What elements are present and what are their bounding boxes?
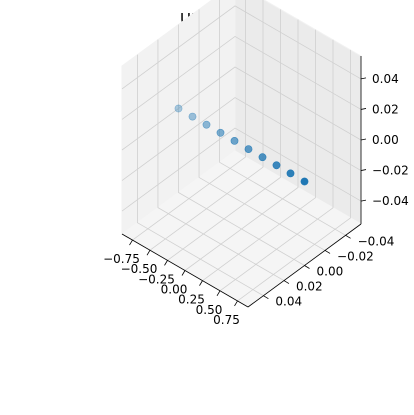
z-gridline — [121, 66, 362, 151]
y-tick-label: −0.04 — [358, 234, 395, 248]
x-tick-label: 0.00 — [161, 283, 188, 297]
z-gridline — [121, 5, 362, 90]
y-tick — [304, 265, 310, 269]
data-point — [174, 104, 183, 113]
z-tick-label: 0.04 — [372, 72, 399, 86]
x-tick-label: 0.75 — [213, 313, 240, 327]
y-tick — [283, 280, 290, 284]
y-tick-label: 0.02 — [296, 280, 323, 294]
y-tick — [345, 234, 351, 239]
y-gridline — [219, 0, 346, 236]
x-tick-label: −0.75 — [103, 252, 140, 266]
gridlines — [121, 0, 362, 302]
x-tick — [146, 250, 151, 256]
x-gridline — [184, 19, 299, 271]
z-tick — [360, 169, 367, 171]
x-tick — [129, 239, 133, 246]
data-point — [300, 177, 309, 186]
data-point — [188, 112, 197, 121]
x-tick-label: −0.25 — [138, 272, 175, 286]
data-point — [202, 120, 211, 129]
z-tick-label: 0.02 — [372, 102, 399, 116]
data-point — [216, 128, 225, 137]
z-gridline — [121, 35, 362, 120]
x-gridline — [149, 0, 264, 251]
y-gridline — [137, 54, 264, 297]
z-tick-label: −0.04 — [372, 194, 409, 208]
data-point — [286, 169, 295, 178]
z-tick — [360, 77, 367, 80]
x-gridline — [202, 29, 316, 281]
x-gridline — [237, 49, 351, 302]
y-tick-label: 0.00 — [317, 265, 344, 279]
x-tick — [234, 300, 238, 307]
tick-marks — [129, 77, 367, 307]
y-gridline — [198, 9, 326, 251]
y-tick-label: −0.02 — [337, 249, 374, 263]
z-tick — [360, 108, 367, 110]
x-tick — [164, 260, 168, 266]
z-tick-label: −0.02 — [372, 164, 409, 178]
y-tick — [263, 295, 269, 300]
y-gridline — [178, 24, 305, 266]
data-point — [230, 136, 239, 145]
z-gridline — [121, 97, 362, 181]
x-gridline — [132, 0, 246, 241]
x-tick — [181, 270, 186, 276]
y-tick-label: 0.04 — [275, 295, 302, 309]
x-tick — [199, 280, 203, 286]
x-gridline — [219, 39, 334, 292]
z-tick — [360, 199, 367, 202]
data-points — [174, 104, 309, 186]
x-tick — [216, 290, 221, 296]
y-tick — [324, 250, 331, 254]
y-gridline — [157, 39, 285, 281]
z-gridline — [121, 127, 362, 212]
tick-labels: −0.75−0.50−0.250.000.250.500.75−0.04−0.0… — [103, 72, 409, 327]
data-point — [244, 145, 253, 153]
x-tick-label: 0.25 — [178, 293, 205, 307]
x-tick-label: −0.50 — [121, 262, 158, 276]
x-gridline — [167, 9, 281, 261]
z-tick — [360, 138, 367, 141]
data-point — [272, 161, 281, 170]
x-tick-label: 0.50 — [196, 303, 223, 317]
data-point — [258, 153, 267, 162]
z-tick-label: 0.00 — [372, 133, 399, 147]
